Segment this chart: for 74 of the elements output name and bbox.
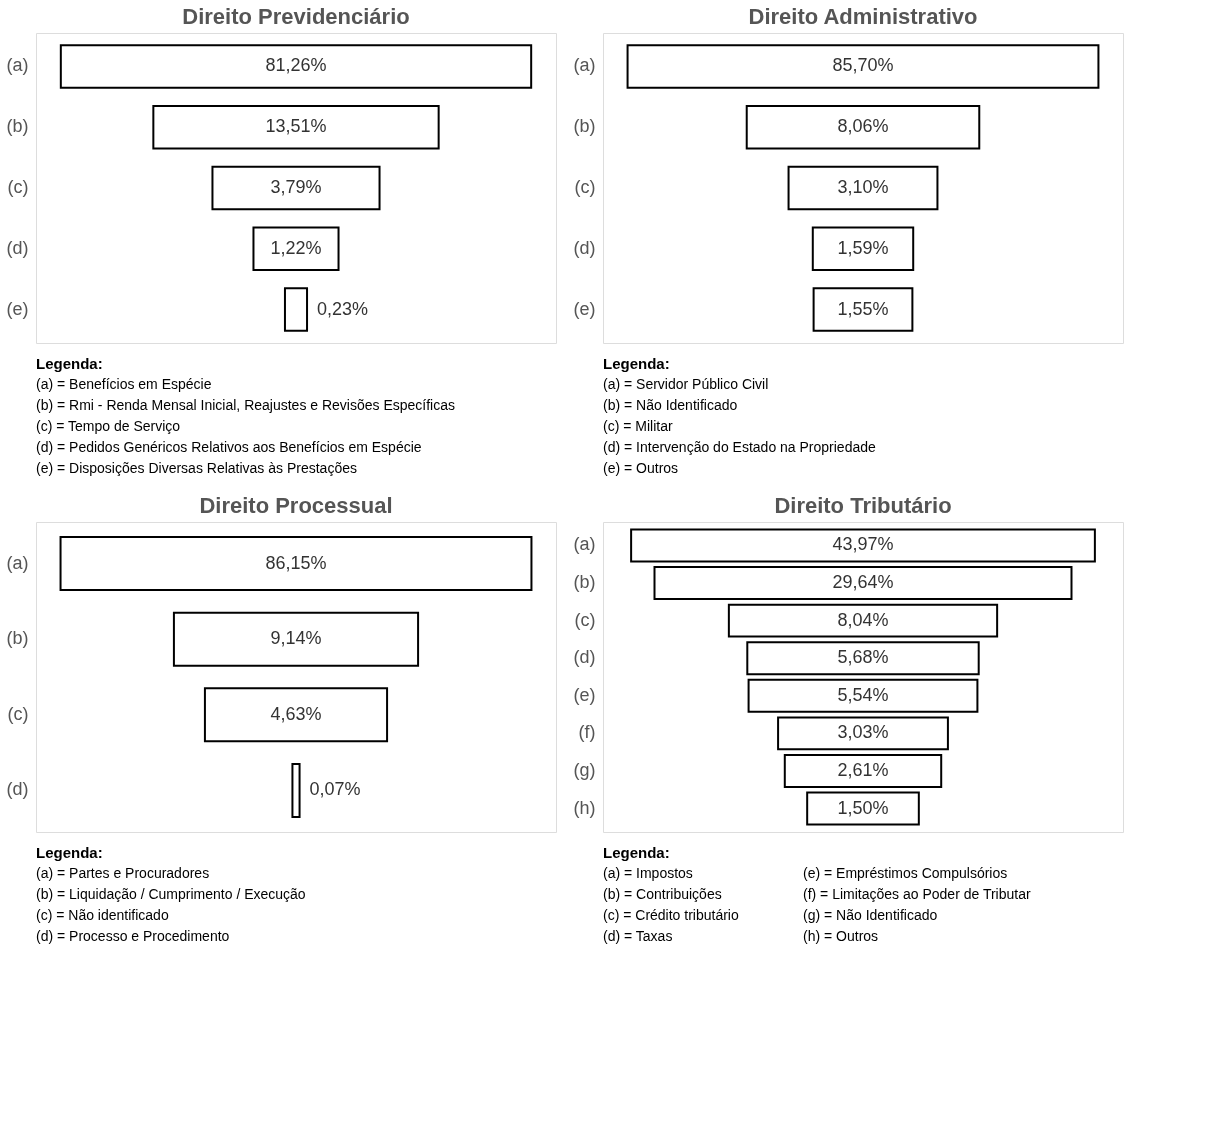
- category-label: (a): [573, 55, 596, 76]
- data-label: 3,03%: [837, 722, 889, 743]
- text: (d) = Intervenção do Estado na Propriedade: [603, 439, 876, 455]
- text: (b) = Rmi - Renda Mensal Inicial, Reajustes e Revisões Específicas: [36, 397, 456, 413]
- text: Legenda:: [603, 355, 670, 372]
- data-label: 1,50%: [837, 797, 889, 818]
- data-label: 9,14%: [270, 628, 322, 649]
- text: (c) = Crédito tributário: [603, 907, 739, 923]
- text: (d) = Processo e Procedimento: [36, 928, 230, 944]
- text: (h) = Outros: [803, 928, 879, 944]
- text: (b) = Não Identificado: [603, 397, 738, 413]
- data-label: 8,06%: [837, 116, 889, 137]
- text: (d) = Pedidos Genéricos Relativos aos Benefícios em Espécie: [36, 439, 422, 455]
- text: Legenda:: [603, 844, 670, 861]
- text: (f) = Limitações ao Poder de Tributar: [803, 886, 1031, 902]
- category-label: (c): [574, 177, 596, 197]
- category-label: (a): [6, 55, 29, 76]
- text: (e) = Disposições Diversas Relativas às Prestações: [36, 460, 357, 476]
- text: (c) = Não identificado: [36, 907, 169, 923]
- text: (a) = Servidor Público Civil: [603, 376, 769, 392]
- data-label: 1,55%: [837, 298, 889, 319]
- category-label: (a): [6, 552, 29, 573]
- text: (c) = Tempo de Serviço: [36, 418, 181, 434]
- category-label: (b): [6, 116, 29, 137]
- category-label: (a): [573, 534, 596, 555]
- text: (e) = Outros: [603, 460, 679, 476]
- data-label: 81,26%: [265, 55, 327, 76]
- text: (c) = Militar: [603, 418, 673, 434]
- text: (e) = Empréstimos Compulsórios: [803, 865, 1008, 881]
- data-label: 86,15%: [265, 552, 327, 573]
- data-label: 4,63%: [270, 703, 322, 724]
- data-label: 1,59%: [837, 237, 889, 258]
- category-label: (g): [573, 759, 596, 780]
- category-label: (d): [6, 237, 29, 258]
- category-label: (e): [573, 684, 596, 705]
- text: Direito Administrativo: [748, 4, 978, 29]
- data-label: 2,61%: [837, 759, 889, 780]
- text: Direito Processual: [199, 493, 393, 518]
- data-label: 8,04%: [837, 609, 889, 630]
- text: (b) = Liquidação / Cumprimento / Execução: [36, 886, 306, 902]
- data-label: 1,22%: [270, 237, 322, 258]
- category-label: (e): [6, 298, 29, 319]
- category-label: (b): [573, 572, 596, 593]
- category-label: (d): [6, 779, 29, 800]
- category-label: (c): [7, 177, 29, 197]
- category-label: (h): [573, 797, 596, 818]
- data-label: 5,54%: [837, 684, 889, 705]
- data-label: 3,79%: [270, 177, 322, 197]
- text: (a) = Partes e Procuradores: [36, 865, 210, 881]
- category-label: (d): [573, 237, 596, 258]
- data-label: 0,07%: [309, 779, 361, 800]
- category-label: (c): [7, 703, 29, 724]
- data-label: 3,10%: [837, 177, 889, 197]
- data-label: 13,51%: [265, 116, 327, 137]
- text: (a) = Benefícios em Espécie: [36, 376, 212, 392]
- category-label: (e): [573, 298, 596, 319]
- data-label: 43,97%: [832, 534, 894, 555]
- text: (a) = Impostos: [603, 865, 693, 881]
- category-label: (b): [573, 116, 596, 137]
- text: Legenda:: [36, 844, 103, 861]
- data-label: 29,64%: [832, 572, 894, 593]
- category-label: (d): [573, 647, 596, 668]
- text: Direito Tributário: [774, 493, 952, 518]
- text: (b) = Contribuições: [603, 886, 722, 902]
- data-label: 5,68%: [837, 647, 889, 668]
- data-label: 85,70%: [832, 55, 894, 76]
- text: (d) = Taxas: [603, 928, 673, 944]
- text: (g) = Não Identificado: [803, 907, 938, 923]
- category-label: (c): [574, 609, 596, 630]
- text: Direito Previdenciário: [182, 4, 410, 29]
- data-label: 0,23%: [317, 298, 369, 319]
- category-label: (b): [6, 628, 29, 649]
- text: Legenda:: [36, 355, 103, 372]
- category-label: (f): [578, 722, 596, 743]
